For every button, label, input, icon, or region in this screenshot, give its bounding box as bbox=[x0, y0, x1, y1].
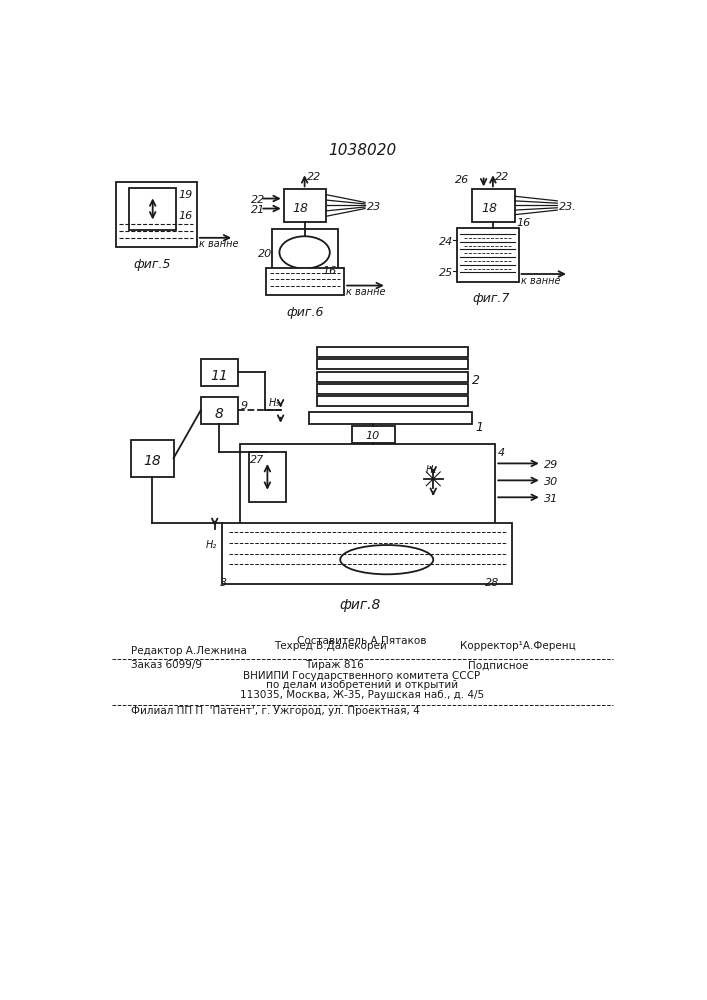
Text: 24: 24 bbox=[440, 237, 454, 247]
Text: Филиал ПП П  'Патент', г. Ужгород, ул. Проектная, 4: Филиал ПП П 'Патент', г. Ужгород, ул. Пр… bbox=[131, 706, 420, 716]
Text: 1038020: 1038020 bbox=[328, 143, 396, 158]
Text: 25: 25 bbox=[440, 268, 454, 278]
Text: 18: 18 bbox=[143, 454, 160, 468]
Text: Заказ 6099/9: Заказ 6099/9 bbox=[131, 660, 202, 670]
Bar bbox=[131, 440, 174, 477]
Text: 16: 16 bbox=[517, 218, 531, 228]
Bar bbox=[317, 372, 468, 382]
Text: H₂: H₂ bbox=[206, 540, 216, 550]
Text: Корректор¹А.Ференц: Корректор¹А.Ференц bbox=[460, 641, 576, 651]
Text: 16: 16 bbox=[322, 266, 337, 276]
Text: H₃: H₃ bbox=[269, 398, 280, 408]
Bar bbox=[201, 397, 238, 424]
Bar bbox=[352, 426, 395, 443]
Text: 20: 20 bbox=[258, 249, 272, 259]
Ellipse shape bbox=[279, 236, 329, 269]
Bar bbox=[129, 188, 176, 230]
Text: 18: 18 bbox=[481, 202, 497, 215]
Bar bbox=[317, 359, 468, 369]
Bar bbox=[457, 228, 518, 282]
Text: 16: 16 bbox=[178, 211, 192, 221]
Text: 2: 2 bbox=[472, 374, 480, 387]
Bar bbox=[201, 359, 238, 386]
Text: ВНИИПИ Государственного комитета СССР: ВНИИПИ Государственного комитета СССР bbox=[243, 671, 481, 681]
Bar bbox=[309, 412, 472, 424]
Text: 4: 4 bbox=[498, 448, 505, 458]
Text: Подписное: Подписное bbox=[468, 660, 529, 670]
Text: к ванне: к ванне bbox=[521, 276, 561, 286]
Text: 26: 26 bbox=[455, 175, 469, 185]
Text: к ванне: к ванне bbox=[346, 287, 386, 297]
Text: фиг.7: фиг.7 bbox=[472, 292, 510, 305]
Text: 23: 23 bbox=[367, 202, 381, 212]
Text: 31: 31 bbox=[544, 494, 559, 504]
Bar bbox=[317, 347, 468, 357]
Ellipse shape bbox=[340, 545, 433, 574]
Text: 8: 8 bbox=[215, 407, 224, 421]
Bar bbox=[115, 182, 197, 247]
Text: к ванне: к ванне bbox=[199, 239, 239, 249]
Bar bbox=[240, 444, 495, 544]
Text: 23.: 23. bbox=[559, 202, 576, 212]
Text: 1: 1 bbox=[476, 421, 484, 434]
Text: 28: 28 bbox=[485, 578, 499, 588]
Text: 9: 9 bbox=[240, 401, 247, 411]
Text: по делам изобретений и открытий: по делам изобретений и открытий bbox=[266, 680, 458, 690]
Text: 22: 22 bbox=[307, 172, 321, 182]
Text: Тираж 816: Тираж 816 bbox=[305, 660, 364, 670]
Text: 22: 22 bbox=[251, 195, 265, 205]
Text: 29: 29 bbox=[544, 460, 559, 470]
Text: 27: 27 bbox=[250, 455, 264, 465]
Text: 11: 11 bbox=[211, 369, 228, 383]
Bar bbox=[272, 229, 338, 276]
Text: 113035, Москва, Ж-35, Раушская наб., д. 4/5: 113035, Москва, Ж-35, Раушская наб., д. … bbox=[240, 690, 484, 700]
Text: 10: 10 bbox=[366, 431, 380, 441]
Text: Составитель А.Пятаков: Составитель А.Пятаков bbox=[297, 636, 427, 646]
Bar bbox=[249, 452, 286, 502]
Text: 22: 22 bbox=[495, 172, 510, 182]
Bar bbox=[284, 189, 327, 222]
Text: фиг.8: фиг.8 bbox=[339, 598, 380, 612]
Text: 21: 21 bbox=[251, 205, 265, 215]
Text: 30: 30 bbox=[544, 477, 559, 487]
Text: H₁: H₁ bbox=[426, 465, 437, 475]
Bar bbox=[223, 523, 513, 584]
Text: 3: 3 bbox=[220, 578, 227, 588]
Bar bbox=[472, 189, 515, 222]
Bar bbox=[317, 396, 468, 406]
Bar bbox=[317, 384, 468, 394]
Text: 18: 18 bbox=[293, 202, 309, 215]
Text: фиг.5: фиг.5 bbox=[133, 258, 170, 271]
Text: Техред В.Далекорей: Техред В.Далекорей bbox=[274, 641, 387, 651]
Text: 19: 19 bbox=[178, 190, 192, 200]
Bar bbox=[266, 268, 344, 295]
Text: Редактор А.Лежнина: Редактор А.Лежнина bbox=[131, 646, 247, 656]
Text: фиг.6: фиг.6 bbox=[286, 306, 324, 319]
